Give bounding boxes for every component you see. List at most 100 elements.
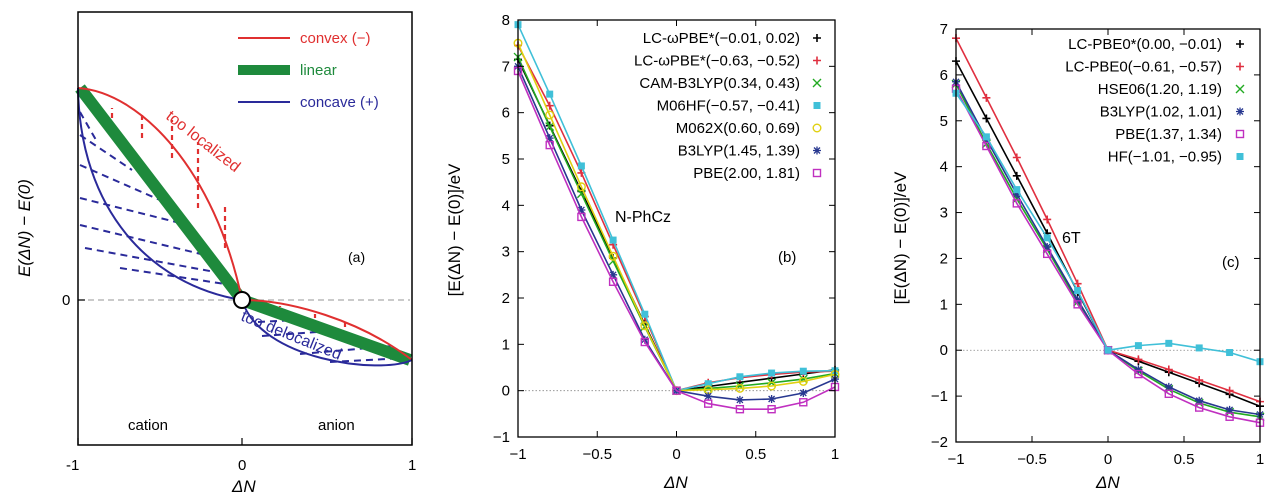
c-xtick-label: 1 (1256, 451, 1264, 468)
legend-concave-label: concave (+) (300, 94, 379, 111)
b-series-point (577, 205, 586, 214)
b-legend-label-3: M06HF(−0.57, −0.41) (657, 98, 800, 115)
c-series-point (1012, 199, 1021, 208)
c-series-point (982, 93, 991, 102)
b-series-point (798, 376, 808, 386)
c-series-group (951, 34, 1265, 427)
b-ytick-label: 4 (502, 197, 510, 214)
c-ytick-label: 2 (940, 250, 948, 267)
b-legend-marker-6 (812, 168, 822, 178)
b-xtick-label: 1 (831, 446, 839, 463)
c-legend-label-0: LC-PBE0*(0.00, −0.01) (1068, 36, 1222, 53)
c-series-point (1164, 382, 1173, 391)
c-series-point (1074, 287, 1082, 295)
c-legend-marker-4 (1235, 129, 1245, 139)
b-series-point (735, 405, 745, 414)
b-legend-label-1: LC-ωPBE*(−0.63, −0.52) (634, 53, 800, 70)
c-panel-label: (c) (1222, 254, 1240, 271)
c-ylabel: [E(ΔN) − E(0)]/eV (891, 171, 910, 304)
b-series-point (735, 383, 745, 393)
c-series-point (982, 133, 990, 141)
b-ytick-label: 3 (502, 244, 510, 261)
b-series-point (767, 381, 777, 391)
c-series-point (1225, 412, 1234, 421)
legend-linear-label: linear (300, 62, 337, 79)
c-legend-marker-5 (1236, 153, 1244, 160)
b-series-point (640, 337, 649, 347)
b-series-6 (513, 66, 840, 414)
c-annotation: 6T (1062, 230, 1081, 247)
b-ytick-label: 7 (502, 58, 510, 75)
c-series-point (1073, 295, 1082, 304)
b-panel-label: (b) (778, 249, 796, 266)
b-series-point (545, 110, 555, 120)
b-series-line-6 (517, 70, 836, 410)
c-series-point (1225, 405, 1234, 414)
c-legend-label-4: PBE(1.37, 1.34) (1115, 126, 1222, 143)
a-xlabel: ΔN (231, 477, 256, 496)
b-xtick-label: 0 (672, 446, 680, 463)
b-legend-marker-4 (812, 123, 822, 133)
b-series-point (799, 367, 807, 375)
c-xtick-label: −1 (947, 451, 964, 468)
b-series-point (799, 398, 808, 407)
c-series-point (1012, 153, 1021, 162)
c-series-point (1134, 369, 1143, 379)
b-series-point (608, 277, 618, 286)
annotation-anion: anion (318, 417, 355, 434)
axes-frame-a (77, 11, 413, 446)
b-series-point (641, 310, 649, 318)
b-ytick-label: 1 (502, 336, 510, 353)
b-xtick-label: −0.5 (582, 446, 612, 463)
b-xtick-label: −1 (509, 446, 526, 463)
b-legend-marker-2 (812, 78, 822, 88)
b-series-point (609, 236, 617, 244)
c-legend-marker-0 (1236, 40, 1244, 48)
b-ytick-label: 0 (502, 383, 510, 400)
b-legend-marker-0 (813, 34, 821, 42)
b-series-point (799, 388, 808, 397)
b-series-group (513, 21, 840, 414)
b-series-point (609, 270, 618, 279)
c-ytick-label: 7 (940, 21, 948, 38)
convex-hatch-marks (110, 108, 347, 336)
a-xtick-2: 1 (408, 457, 416, 474)
c-series-point (1073, 300, 1082, 309)
b-ytick-label: −1 (493, 429, 510, 446)
c-ytick-label: −1 (931, 388, 948, 405)
b-series-point (546, 90, 554, 98)
b-annotation: N-PhCz (615, 209, 671, 226)
panel-b-nphcz: −1 −0.5 0 0.5 1 −1 0 1 2 3 4 5 6 7 8 ΔN [E(ΔN) − E(0)]… (445, 12, 840, 492)
annotation-cation: cation (128, 417, 168, 434)
legend-b: LC-ωPBE*(−0.01, 0.02) LC-ωPBE*(−0.63, −0.… (634, 30, 822, 182)
b-ticks: −1 −0.5 0 0.5 1 −1 0 1 2 3 4 5 6 7 8 (493, 12, 839, 463)
c-xtick-label: 0 (1104, 451, 1112, 468)
b-series-point (576, 182, 586, 192)
a-ytick-0: 0 (62, 292, 70, 309)
b-legend-label-6: PBE(2.00, 1.81) (693, 165, 800, 182)
c-series-point (982, 141, 991, 151)
c-legend-label-5: HF(−1.01, −0.95) (1108, 149, 1222, 166)
c-ytick-label: 1 (940, 296, 948, 313)
b-series-1 (514, 41, 839, 395)
b-series-line-5 (517, 65, 836, 401)
b-series-line-4 (517, 42, 836, 392)
b-xlabel: ΔN (663, 473, 688, 492)
c-xtick-label: 0.5 (1174, 451, 1195, 468)
c-series-point (1043, 234, 1051, 242)
c-legend-marker-1 (1236, 62, 1244, 71)
b-series-point (704, 392, 713, 401)
b-series-point (545, 101, 554, 110)
a-xtick-0: -1 (66, 457, 79, 474)
series-convex-curve (77, 87, 413, 361)
b-series-point (577, 162, 585, 170)
c-xlabel: ΔN (1095, 473, 1120, 492)
b-ytick-label: 5 (502, 151, 510, 168)
b-legend-marker-5 (813, 146, 821, 155)
c-series-point (1134, 342, 1142, 350)
b-series-point (545, 140, 554, 150)
a-xtick-1: 0 (238, 457, 246, 474)
c-series-point (1195, 376, 1204, 385)
b-series-point (768, 369, 776, 377)
